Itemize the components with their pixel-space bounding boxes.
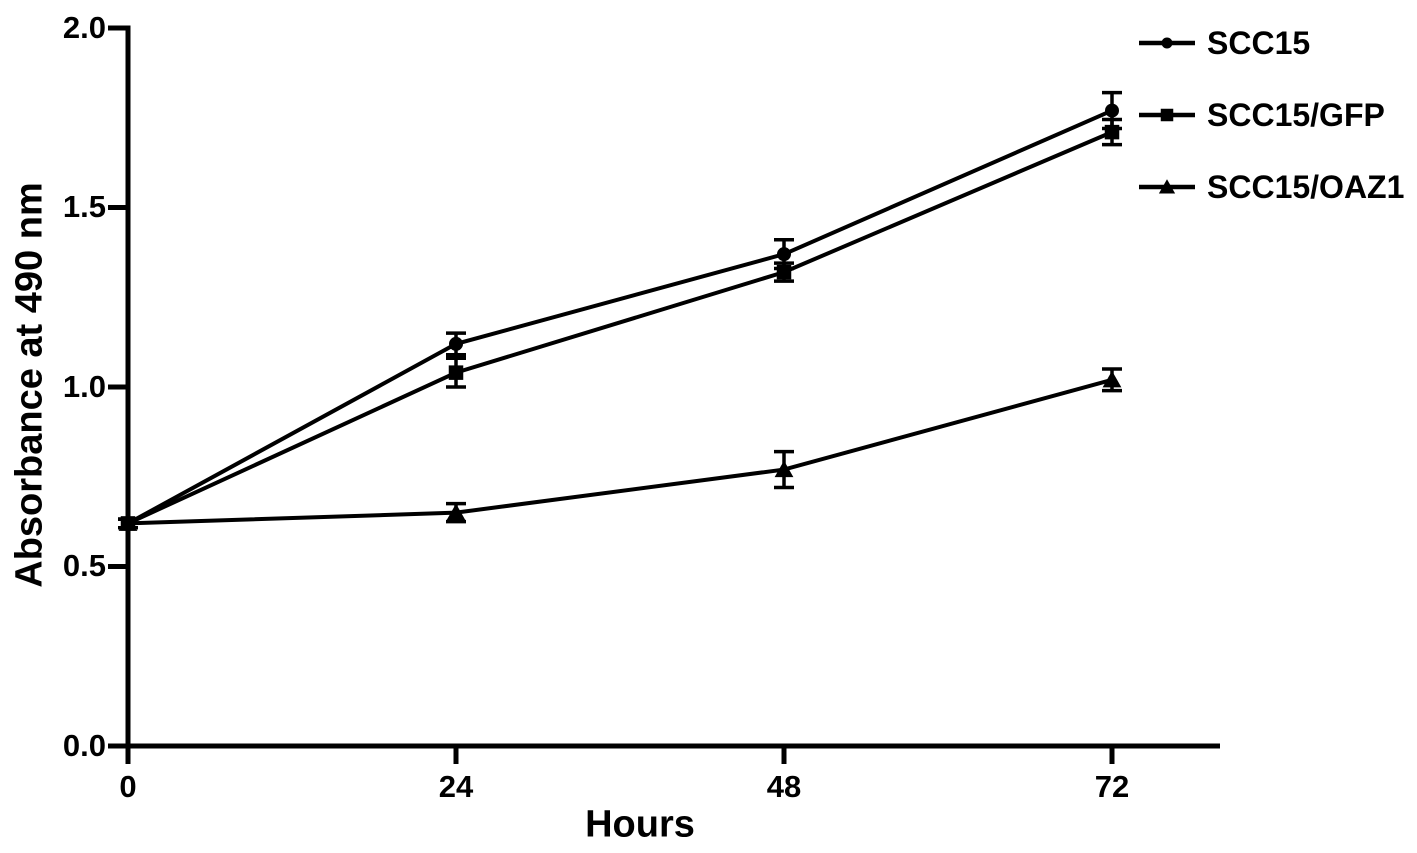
marker-circle (1105, 103, 1119, 118)
legend-triangle-glyph (1158, 179, 1176, 194)
y-tick-label-1.0: 1.0 (62, 369, 106, 404)
y-tick-label-0.5: 0.5 (62, 548, 106, 583)
legend-label-scc15-gfp: SCC15/GFP (1207, 96, 1385, 133)
x-tick-label-72: 72 (1094, 769, 1130, 804)
legend-label-scc15: SCC15 (1207, 24, 1311, 61)
marker-triangle (118, 514, 138, 531)
y-tick-label-2.0: 2.0 (62, 10, 106, 45)
series-scc15 (118, 90, 1122, 531)
series-line (127, 377, 1113, 526)
marker-square (448, 365, 464, 380)
y-tick-label-0.0: 0.0 (62, 728, 106, 763)
legend-marker-circle-icon (1139, 37, 1195, 49)
series-scc15-oaz1 (118, 367, 1122, 531)
x-tick-label-0: 0 (119, 769, 137, 804)
legend-marker-triangle-icon (1139, 179, 1195, 194)
series-line (127, 130, 1113, 526)
y-tick-label-1.5: 1.5 (62, 189, 106, 224)
legend: SCC15 SCC15/GFP SCC15/OAZ1 (1139, 21, 1404, 237)
x-tick-label-48: 48 (766, 769, 802, 804)
legend-row-scc15-gfp: SCC15/GFP (1139, 93, 1404, 137)
legend-row-scc15: SCC15 (1139, 21, 1404, 65)
x-tick-label-24: 24 (438, 769, 474, 804)
marker-circle (449, 336, 463, 351)
marker-square (1104, 124, 1120, 140)
legend-label-scc15-oaz1: SCC15/OAZ1 (1207, 168, 1405, 205)
series-line (127, 108, 1113, 526)
legend-circle-glyph (1161, 37, 1173, 49)
marker-triangle (446, 503, 466, 521)
marker-triangle (1102, 370, 1122, 388)
marker-square (776, 264, 792, 280)
legend-row-scc15-oaz1: SCC15/OAZ1 (1139, 165, 1404, 209)
series-scc15-gfp (118, 117, 1122, 531)
legend-marker-square-icon (1139, 108, 1195, 122)
marker-triangle (774, 460, 794, 478)
x-axis-title: Hours (585, 803, 695, 846)
marker-circle (777, 247, 791, 262)
legend-square-glyph (1160, 108, 1174, 122)
